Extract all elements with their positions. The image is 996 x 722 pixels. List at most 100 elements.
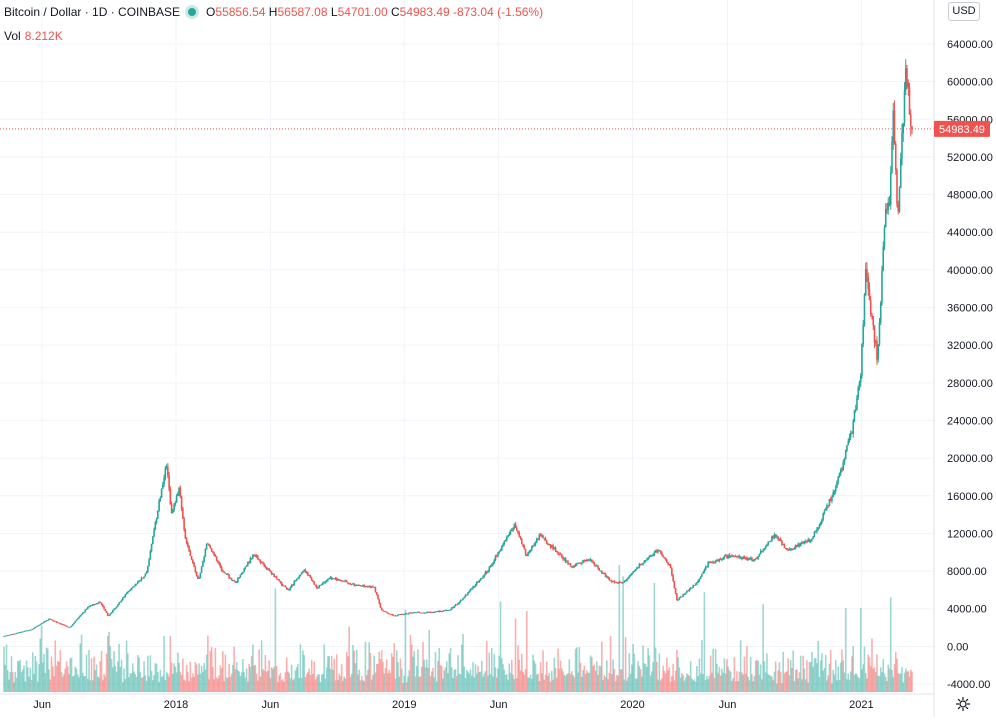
candle-body <box>524 548 527 555</box>
volume-bar <box>872 668 875 692</box>
volume-bar <box>529 674 532 692</box>
volume-bar <box>684 677 687 692</box>
volume-bar <box>329 668 332 692</box>
volume-bar <box>533 660 536 692</box>
candle-body <box>786 548 788 550</box>
volume-bar <box>727 666 729 692</box>
volume-bar <box>907 670 910 692</box>
volume-bar <box>389 672 392 692</box>
candle-body <box>3 636 5 637</box>
candle-body <box>480 578 483 580</box>
volume-bar <box>93 656 95 692</box>
candle-body <box>848 437 851 442</box>
candle-body <box>378 599 381 604</box>
candle-body <box>743 556 746 559</box>
volume-bar <box>388 669 391 692</box>
volume-bar <box>746 646 748 692</box>
candle-body <box>864 269 867 295</box>
candle-body <box>36 625 39 627</box>
candle-body <box>358 585 360 587</box>
candle-body <box>857 387 860 398</box>
volume-bar <box>794 669 797 692</box>
volume-bar <box>267 670 269 692</box>
candle-body <box>823 510 826 513</box>
volume-bar <box>803 668 806 692</box>
candle-body <box>663 557 666 559</box>
volume-bar <box>502 664 504 692</box>
candle-body <box>897 204 900 212</box>
candle-body <box>28 630 30 631</box>
candle-body <box>878 322 881 345</box>
candle-body <box>370 586 373 588</box>
volume-bar <box>532 654 534 692</box>
candle-body <box>784 547 787 549</box>
volume-bar <box>833 674 836 692</box>
candle-body <box>128 590 130 593</box>
volume-bar <box>787 658 789 692</box>
volume-bar <box>302 650 304 692</box>
volume-bar <box>483 673 486 692</box>
candle-body <box>377 594 379 600</box>
currency-button[interactable]: USD <box>948 2 980 21</box>
candle-body <box>649 556 652 557</box>
volume-bar <box>668 667 671 692</box>
volume-bar <box>459 674 462 692</box>
volume-bar <box>719 675 722 692</box>
candle-body <box>724 555 727 557</box>
volume-bar <box>385 659 388 692</box>
candle-body <box>843 459 846 463</box>
candle-body <box>395 615 398 617</box>
volume-bar <box>445 661 448 692</box>
candle-body <box>534 542 537 545</box>
volume-bar <box>348 626 350 692</box>
volume-bar <box>49 679 52 692</box>
candle-body <box>68 626 70 628</box>
volume-bar <box>109 646 112 692</box>
candle-body <box>778 538 781 540</box>
candle-body <box>487 570 489 573</box>
candle-body <box>907 82 910 88</box>
candle-body <box>233 579 235 582</box>
candle-body <box>482 576 484 579</box>
volume-bar <box>222 651 224 692</box>
candle-body <box>86 606 89 609</box>
symbol-title[interactable]: Bitcoin / Dollar · 1D · COINBASE <box>4 5 181 19</box>
volume-bar <box>688 675 691 692</box>
candle-body <box>819 522 822 525</box>
volume-bar <box>260 640 263 692</box>
volume-bar <box>287 671 289 692</box>
volume-bar <box>561 668 563 692</box>
volume-bar <box>173 663 175 692</box>
high-label: H <box>268 5 278 19</box>
volume-bar <box>759 664 762 692</box>
volume-bar <box>192 673 194 692</box>
candle-body <box>46 620 49 621</box>
volume-bar <box>312 673 314 692</box>
candle-body <box>104 609 107 612</box>
volume-bar <box>125 640 128 692</box>
volume-bar <box>374 672 377 692</box>
volume-bar <box>489 674 492 692</box>
candle-body <box>527 552 529 556</box>
volume-bar <box>628 653 631 692</box>
candle-body <box>525 554 528 556</box>
candle-body <box>437 611 439 613</box>
candle-body <box>644 560 647 562</box>
candle-body <box>841 469 843 471</box>
volume-bar <box>462 633 464 692</box>
volume-bar <box>632 644 634 692</box>
candle-body <box>268 568 270 571</box>
candle-body <box>142 577 144 579</box>
candle-body <box>429 611 432 613</box>
volume-bar <box>666 657 668 692</box>
candle-body <box>16 632 19 634</box>
volume-bar <box>497 668 499 692</box>
volume-bar <box>204 669 207 692</box>
volume-bar <box>392 656 394 692</box>
candle-body <box>697 580 699 583</box>
settings-gear-icon[interactable] <box>955 696 971 712</box>
candle-body <box>485 571 488 573</box>
volume-bar <box>621 669 623 692</box>
